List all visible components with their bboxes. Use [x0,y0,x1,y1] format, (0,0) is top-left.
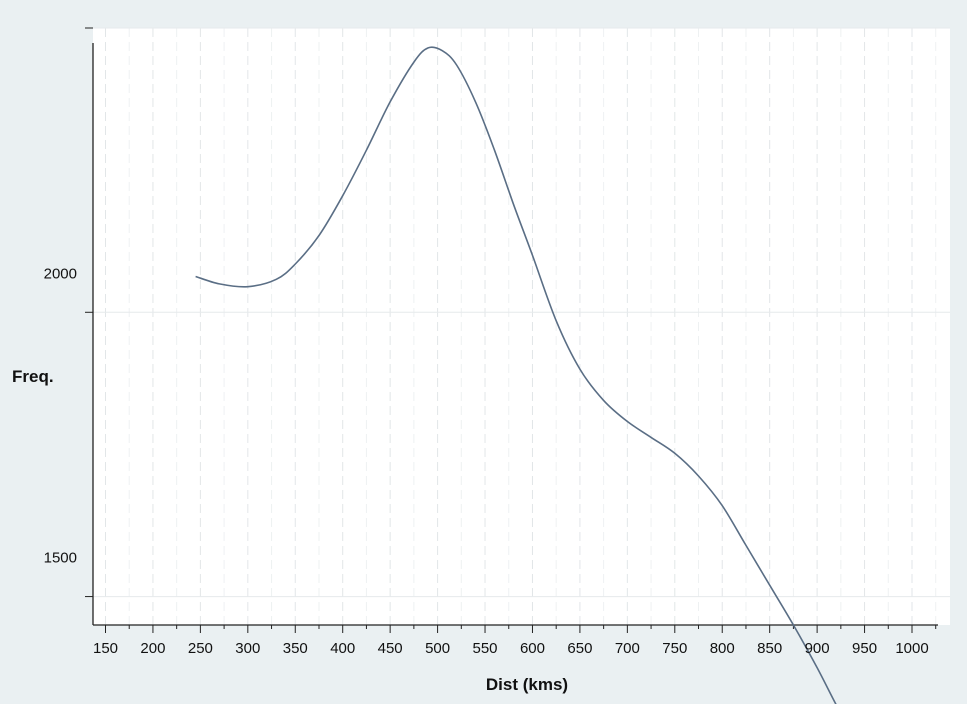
x-tick-label: 550 [473,640,498,657]
series-layer [195,46,837,704]
x-tick-label: 900 [805,640,830,657]
x-tick-label: 650 [567,640,592,657]
x-tick-label: 400 [330,640,355,657]
plot-area [93,28,950,625]
x-tick-label: 700 [615,640,640,657]
x-tick-label: 150 [93,640,118,657]
x-axis-title: Dist (kms) [486,675,568,694]
x-tick-label: 350 [283,640,308,657]
x-tick-label: 950 [852,640,877,657]
x-tick-label: 300 [235,640,260,657]
x-tick-label: 1000 [895,640,928,657]
x-tick-label: 250 [188,640,213,657]
x-tick-label: 500 [425,640,450,657]
x-tick-label: 450 [378,640,403,657]
x-tick-label: 850 [757,640,782,657]
x-tick-label: 600 [520,640,545,657]
axes [85,27,938,633]
series-line [195,46,837,704]
x-tick-label: 750 [662,640,687,657]
y-axis-title: Freq. [12,367,54,386]
tick-labels: 150 200 250 300 350 400 450 500 550 600 650 700 750 8… [44,265,929,657]
x-tick-label: 800 [710,640,735,657]
x-tick-label: 200 [140,640,165,657]
y-tick-label: 1500 [44,550,77,567]
y-tick-label: 2000 [44,265,77,282]
grid-lines [93,27,950,625]
